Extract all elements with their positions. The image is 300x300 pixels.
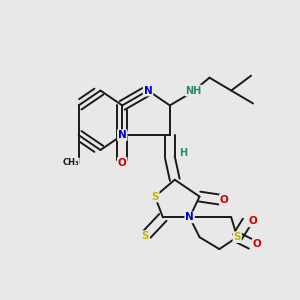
- Text: O: O: [220, 194, 229, 205]
- Text: NH: NH: [185, 85, 202, 96]
- Text: H: H: [180, 148, 188, 158]
- Text: N: N: [185, 212, 194, 222]
- Text: O: O: [253, 239, 261, 249]
- Text: N: N: [118, 130, 127, 140]
- Text: S: S: [151, 192, 159, 202]
- Text: N: N: [144, 85, 152, 96]
- Text: S: S: [141, 231, 149, 241]
- Text: CH₃: CH₃: [62, 158, 79, 167]
- Text: O: O: [118, 158, 127, 168]
- Text: O: O: [249, 216, 257, 226]
- Text: S: S: [233, 232, 241, 242]
